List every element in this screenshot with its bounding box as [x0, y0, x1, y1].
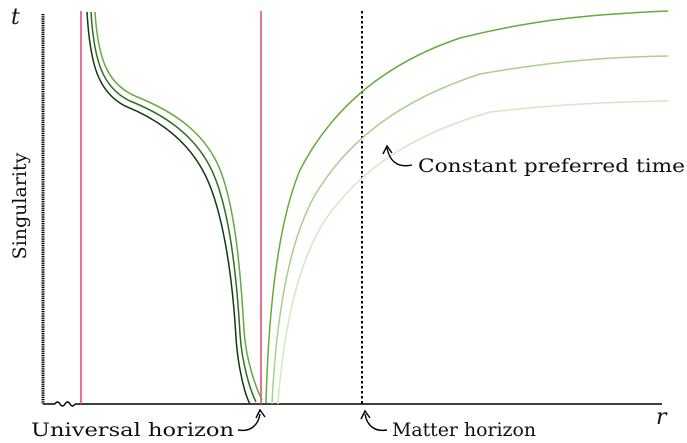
inner-curve-mid: [90, 11, 257, 403]
r-axis-label: r: [656, 405, 668, 430]
inner-curve-light: [94, 11, 263, 401]
outer-curves: [265, 10, 669, 405]
curved-arrow-icon: [382, 144, 393, 155]
curved-arrow-icon: [386, 147, 413, 167]
curved-arrow-icon: [237, 413, 261, 432]
matter-horizon-label: Matter horizon: [392, 419, 536, 441]
wavy-break-icon: [54, 401, 76, 407]
outer-curve-light: [271, 55, 669, 405]
inner-curves: [86, 11, 263, 405]
universal-horizon-label: Universal horizon: [31, 419, 234, 441]
outer-curve-lightest: [277, 100, 669, 405]
curved-arrow-icon: [364, 413, 388, 432]
singularity-label: Singularity: [9, 152, 31, 259]
outer-curve-mid: [265, 10, 669, 404]
constant-preferred-time-label: Constant preferred time: [418, 155, 685, 177]
r-axis: [43, 401, 662, 407]
inner-curve-dark: [86, 11, 251, 405]
curved-arrow-icon: [360, 409, 371, 420]
t-axis-label: t: [11, 5, 20, 30]
curved-arrow-icon: [255, 408, 266, 419]
